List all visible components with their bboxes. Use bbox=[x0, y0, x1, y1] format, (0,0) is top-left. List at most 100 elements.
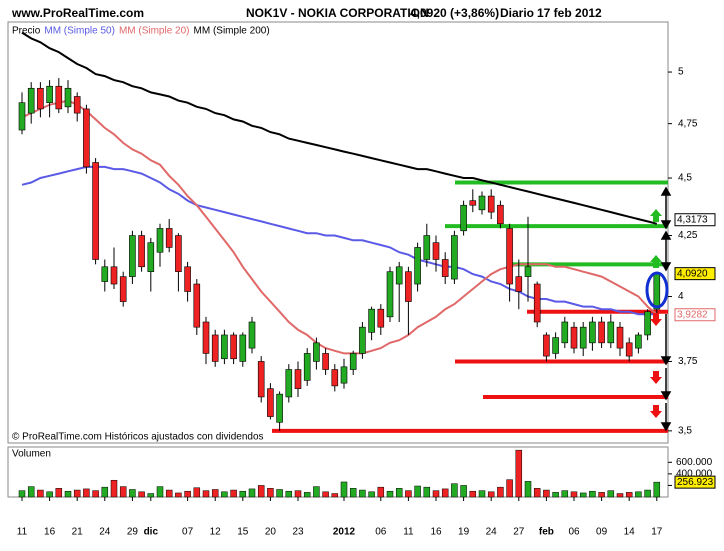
x-tick-label: 06 bbox=[568, 527, 580, 538]
candle-body bbox=[230, 334, 237, 360]
volume-bar bbox=[37, 489, 44, 498]
x-tick-label: 19 bbox=[458, 527, 470, 538]
candle-body bbox=[322, 353, 329, 370]
y-tick-label: 4,75 bbox=[678, 118, 698, 129]
candle-body bbox=[368, 308, 375, 333]
volume-bar bbox=[27, 486, 35, 498]
candle-body bbox=[497, 204, 504, 225]
volume-bar bbox=[276, 489, 283, 498]
volume-bar bbox=[156, 486, 164, 498]
candle-body bbox=[73, 96, 81, 114]
volume-bar bbox=[368, 491, 375, 498]
candle-body bbox=[193, 283, 201, 328]
volume-bar bbox=[506, 479, 513, 498]
volume-bar bbox=[331, 493, 339, 498]
candle-body bbox=[625, 342, 633, 357]
volume-bar bbox=[395, 488, 403, 498]
price-frame bbox=[7, 21, 669, 444]
ma-last-value-box bbox=[674, 308, 716, 322]
volume-bar bbox=[644, 489, 651, 498]
candle-body bbox=[616, 326, 624, 349]
x-tick-label: 12 bbox=[210, 527, 222, 538]
candle-body bbox=[267, 388, 274, 417]
x-tick-label: 15 bbox=[237, 527, 249, 538]
volume-bar bbox=[257, 485, 265, 498]
x-tick-label: 09 bbox=[596, 527, 608, 538]
volume-bar bbox=[119, 486, 127, 498]
last-volume: 256.923 bbox=[677, 477, 714, 488]
ma-line bbox=[21, 31, 658, 225]
candle-body bbox=[653, 273, 661, 310]
candle-body bbox=[248, 321, 256, 349]
volume-bar bbox=[533, 488, 541, 498]
candle-body bbox=[414, 247, 421, 285]
y-tick-label: 3,5 bbox=[678, 425, 692, 436]
volume-bar bbox=[349, 488, 357, 498]
candle-body bbox=[515, 276, 523, 292]
volume-bar bbox=[359, 489, 366, 498]
x-tick-label: 23 bbox=[292, 527, 304, 538]
last-volume-box bbox=[674, 475, 716, 489]
volume-bar bbox=[589, 490, 596, 498]
x-tick-label: 17 bbox=[651, 527, 663, 538]
x-tick-label: dic bbox=[144, 527, 159, 538]
candle-body bbox=[64, 87, 72, 108]
volume-bar bbox=[239, 490, 247, 498]
volume-bar bbox=[129, 489, 136, 498]
candle-body bbox=[386, 271, 394, 318]
chart-title: NOK1V - NOKIA CORPORATION bbox=[246, 6, 429, 20]
volume-bar bbox=[138, 491, 145, 498]
x-tick-label: 16 bbox=[44, 527, 56, 538]
candle-body bbox=[506, 228, 513, 285]
candle-body bbox=[570, 326, 578, 349]
candle-body bbox=[285, 369, 293, 398]
volume-bar bbox=[423, 486, 431, 498]
down-arrows bbox=[650, 313, 662, 418]
volume-bar bbox=[230, 489, 237, 498]
volume-bar bbox=[83, 488, 90, 498]
candle-body bbox=[37, 87, 44, 110]
candle-body bbox=[377, 308, 385, 328]
volume-bar bbox=[294, 490, 302, 498]
volume-bar bbox=[497, 486, 504, 498]
legend-item: MM (Simple 20) bbox=[119, 26, 190, 37]
candle-body bbox=[46, 85, 53, 103]
volume-bar bbox=[46, 491, 53, 498]
y-tick-label: 5 bbox=[678, 67, 684, 78]
volume-title: Volumen bbox=[12, 449, 51, 460]
volume-bar bbox=[515, 449, 523, 498]
volume-bar bbox=[441, 488, 449, 498]
volume-bar bbox=[579, 492, 587, 498]
candle-body bbox=[451, 235, 458, 280]
volume-bar bbox=[322, 491, 329, 498]
up-arrows bbox=[650, 209, 662, 268]
candle-body bbox=[27, 87, 35, 114]
volume-bar bbox=[101, 486, 109, 498]
volume-bar bbox=[405, 490, 412, 498]
y-tick-label: 4,5 bbox=[678, 173, 692, 184]
x-tick-label: 14 bbox=[624, 527, 636, 538]
candle-body bbox=[524, 266, 532, 277]
volume-bar bbox=[175, 492, 182, 498]
volume-bar bbox=[552, 492, 559, 498]
candle-body bbox=[138, 235, 145, 268]
candle-body bbox=[635, 334, 642, 349]
highlight-ellipse bbox=[645, 271, 669, 309]
x-tick-label: 21 bbox=[72, 527, 84, 538]
candle-body bbox=[395, 266, 403, 285]
volume-bar bbox=[55, 488, 63, 498]
volume-bar bbox=[202, 490, 210, 498]
candle-body bbox=[340, 366, 348, 384]
candle-body bbox=[478, 195, 486, 211]
legend-item: MM (Simple 50) bbox=[44, 26, 115, 37]
ma-last-value-box bbox=[674, 213, 716, 227]
candle-body bbox=[156, 228, 164, 253]
x-tick-label: 07 bbox=[182, 527, 194, 538]
ma-last-value: 3,9282 bbox=[677, 309, 708, 320]
candle-body bbox=[119, 276, 127, 302]
y-tick-label: 400.000 bbox=[676, 469, 713, 480]
legend-item: MM (Simple 200) bbox=[194, 26, 270, 37]
volume-bar bbox=[561, 490, 569, 498]
volume-bar bbox=[110, 479, 118, 498]
